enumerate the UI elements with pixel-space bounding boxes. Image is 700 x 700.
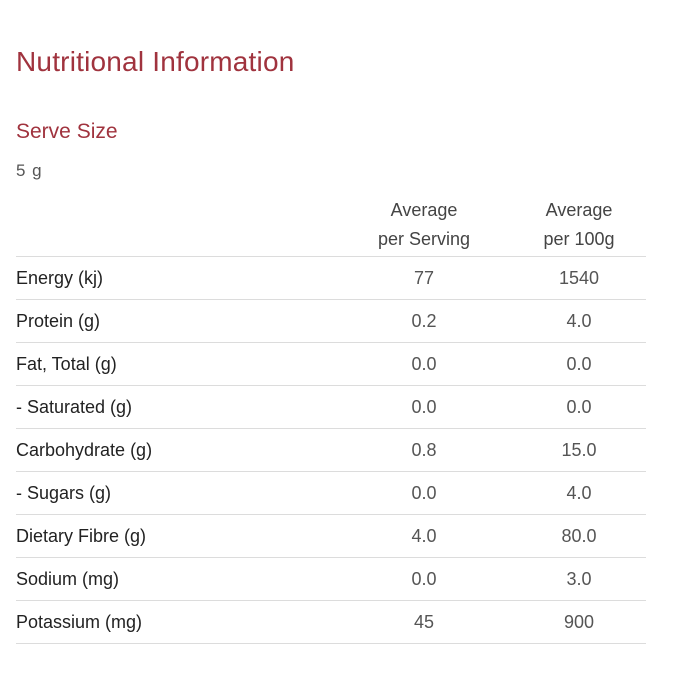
nutrient-label: Potassium (mg) — [16, 600, 336, 644]
table-row: Fat, Total (g) 0.0 0.0 — [16, 342, 646, 386]
per-serving-value: 0.0 — [336, 385, 512, 429]
header-blank-cell — [16, 193, 336, 257]
table-row: Potassium (mg) 45 900 — [16, 600, 646, 644]
serve-size-value: 5 g — [16, 161, 43, 180]
per-100g-value: 1540 — [512, 256, 646, 300]
per-serving-value: 0.0 — [336, 342, 512, 386]
nutrient-label: Sodium (mg) — [16, 557, 336, 601]
header-per-serving-line2: per Serving — [377, 228, 471, 249]
header-per-100g-line1: Average — [545, 199, 613, 220]
header-per-100g: Average per 100g — [512, 193, 646, 257]
table-row: - Saturated (g) 0.0 0.0 — [16, 385, 646, 429]
per-100g-value: 4.0 — [512, 299, 646, 343]
nutrient-label: Dietary Fibre (g) — [16, 514, 336, 558]
per-100g-value: 900 — [512, 600, 646, 644]
table-row: Dietary Fibre (g) 4.0 80.0 — [16, 514, 646, 558]
per-serving-value: 77 — [336, 256, 512, 300]
nutrient-label: Carbohydrate (g) — [16, 428, 336, 472]
per-100g-value: 0.0 — [512, 342, 646, 386]
table-row: - Sugars (g) 0.0 4.0 — [16, 471, 646, 515]
per-serving-value: 4.0 — [336, 514, 512, 558]
nutrient-label: - Sugars (g) — [16, 471, 336, 515]
table-row: Protein (g) 0.2 4.0 — [16, 299, 646, 343]
table-header-row: Average per Serving Average per 100g — [16, 193, 646, 257]
per-100g-value: 4.0 — [512, 471, 646, 515]
table-row: Sodium (mg) 0.0 3.0 — [16, 557, 646, 601]
nutrient-label: Protein (g) — [16, 299, 336, 343]
header-per-serving-line1: Average — [390, 199, 458, 220]
nutrient-label: Fat, Total (g) — [16, 342, 336, 386]
per-100g-value: 0.0 — [512, 385, 646, 429]
header-per-100g-line2: per 100g — [543, 228, 615, 249]
per-serving-value: 0.0 — [336, 557, 512, 601]
header-per-serving: Average per Serving — [336, 193, 512, 257]
table-row: Carbohydrate (g) 0.8 15.0 — [16, 428, 646, 472]
per-100g-value: 80.0 — [512, 514, 646, 558]
table-row: Energy (kj) 77 1540 — [16, 256, 646, 300]
per-serving-value: 0.2 — [336, 299, 512, 343]
nutrient-label: - Saturated (g) — [16, 385, 336, 429]
nutrition-table: Average per Serving Average per 100g Ene… — [16, 193, 646, 644]
nutrient-label: Energy (kj) — [16, 256, 336, 300]
serve-size-heading: Serve Size — [16, 120, 118, 143]
page-title: Nutritional Information — [16, 46, 295, 77]
per-100g-value: 3.0 — [512, 557, 646, 601]
per-serving-value: 45 — [336, 600, 512, 644]
per-100g-value: 15.0 — [512, 428, 646, 472]
per-serving-value: 0.8 — [336, 428, 512, 472]
per-serving-value: 0.0 — [336, 471, 512, 515]
